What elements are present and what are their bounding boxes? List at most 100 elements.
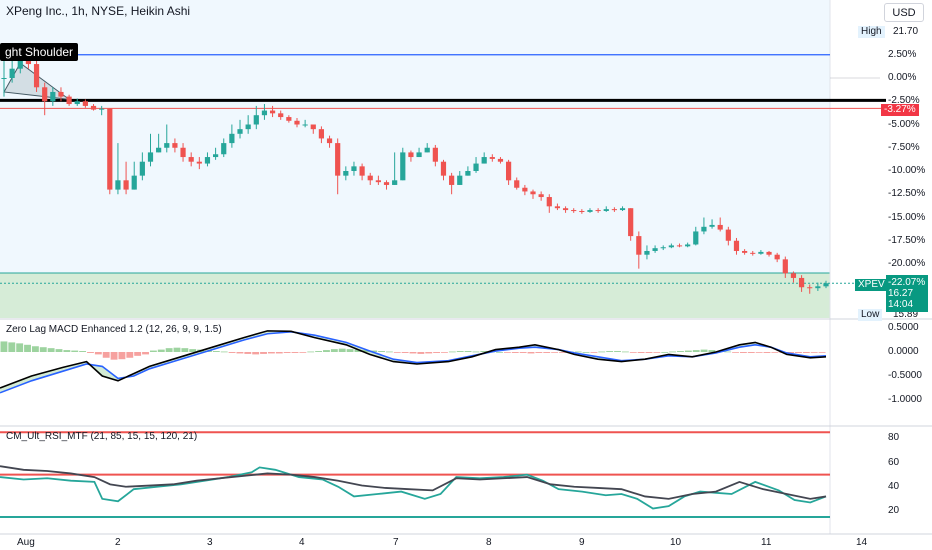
candle <box>685 244 691 247</box>
candle <box>562 208 569 211</box>
time-axis-label: 2 <box>115 537 121 548</box>
candle <box>278 113 284 118</box>
macd-histogram-bar <box>441 352 448 353</box>
candle <box>318 129 325 139</box>
macd-histogram-bar <box>39 347 47 352</box>
macd-histogram-bar <box>24 344 31 352</box>
macd-title[interactable]: Zero Lag MACD Enhanced 1.2 (12, 26, 9, 9… <box>6 324 222 335</box>
macd-histogram-bar <box>527 352 535 354</box>
macd-histogram-bar <box>346 349 354 352</box>
candle <box>595 210 601 212</box>
macd-histogram-bar <box>55 349 63 352</box>
candle <box>709 224 715 227</box>
macd-histogram-bar <box>637 352 645 353</box>
time-axis-label: 14 <box>856 537 868 548</box>
candle <box>668 245 674 248</box>
candle <box>798 277 805 288</box>
symbol-tag: XPEV <box>855 279 888 291</box>
time-axis-label: 3 <box>207 537 213 548</box>
countdown: 14:04 <box>888 299 914 310</box>
candle <box>245 124 251 130</box>
macd-histogram-bar <box>330 349 338 352</box>
rsi-slow-line <box>0 465 827 500</box>
rsi-tick-label: 40 <box>888 480 900 492</box>
macd-histogram-bar <box>157 349 165 352</box>
candle <box>725 229 731 241</box>
candle <box>294 120 300 125</box>
macd-histogram-bar <box>283 352 291 353</box>
candle <box>66 96 72 105</box>
macd-histogram-bar <box>393 352 401 353</box>
candle <box>587 210 593 212</box>
macd-histogram-bar <box>118 352 126 360</box>
macd-histogram-bar <box>299 352 307 353</box>
macd-histogram-bar <box>818 352 826 353</box>
candle <box>172 143 178 148</box>
candle <box>269 110 276 114</box>
rsi-fast-line <box>0 466 827 510</box>
candle <box>546 197 552 207</box>
candle <box>180 147 186 158</box>
candle <box>457 175 463 185</box>
price-tick-label: -17.50% <box>888 234 926 246</box>
candle <box>400 152 406 181</box>
macd-histogram-bar <box>378 351 385 352</box>
candle <box>343 171 349 176</box>
price-tick-label: -7.50% <box>888 141 920 153</box>
candle <box>603 209 609 211</box>
candle <box>807 287 813 289</box>
macd-histogram-bar <box>692 350 700 352</box>
pattern-label: ght Shoulder <box>0 43 79 61</box>
macd-histogram-bar <box>94 352 102 355</box>
macd-histogram-bar <box>480 351 488 352</box>
candle <box>733 240 740 251</box>
candle <box>742 250 748 253</box>
macd-line <box>0 330 827 389</box>
macd-histogram-bar <box>763 352 771 353</box>
candle <box>367 175 373 181</box>
macd-histogram-bar <box>142 352 149 355</box>
macd-histogram-bar <box>149 350 157 352</box>
low-value: 15.89 <box>893 309 919 320</box>
candle <box>676 245 683 247</box>
candle <box>481 157 487 164</box>
rsi-title[interactable]: CM_Ult_RSI_MTF (21, 85, 15, 15, 120, 21) <box>6 431 198 442</box>
price-tick-label: 2.50% <box>888 48 917 60</box>
candle <box>644 250 650 255</box>
macd-histogram-bar <box>370 350 378 352</box>
candle <box>9 68 15 78</box>
macd-histogram-bar <box>669 351 677 353</box>
macd-histogram-bar <box>795 352 802 353</box>
candle <box>204 157 211 164</box>
time-axis-label: 9 <box>579 537 585 548</box>
candle <box>302 124 308 126</box>
candle <box>408 152 414 158</box>
macd-histogram-bar <box>307 351 315 353</box>
macd-histogram-bar <box>551 352 559 353</box>
macd-histogram-bar <box>425 352 433 354</box>
candle <box>774 254 780 260</box>
current-price-box: -22.07% 16.27 14:04 <box>886 275 928 312</box>
currency-button[interactable]: USD <box>884 3 924 22</box>
candle <box>766 251 772 255</box>
price-tick-label: -15.00% <box>888 211 926 223</box>
candle <box>1 78 7 79</box>
macd-tick-label: 0.5000 <box>888 322 919 333</box>
macd-histogram-bar <box>771 352 779 353</box>
candle <box>359 166 365 176</box>
macd-signal-line <box>0 331 827 394</box>
macd-histogram-bar <box>606 351 614 352</box>
macd-histogram-bar <box>810 352 818 353</box>
macd-histogram-bar <box>614 351 621 352</box>
macd-histogram-bar <box>574 351 582 353</box>
macd-histogram-bar <box>700 349 708 352</box>
candle <box>449 175 455 185</box>
time-axis-label: 7 <box>393 537 399 548</box>
macd-histogram-bar <box>102 352 110 358</box>
price-tick-label: -12.50% <box>888 188 926 200</box>
macd-histogram-bar <box>212 351 220 352</box>
high-value: 21.70 <box>893 26 919 37</box>
macd-histogram-bar <box>503 352 511 353</box>
